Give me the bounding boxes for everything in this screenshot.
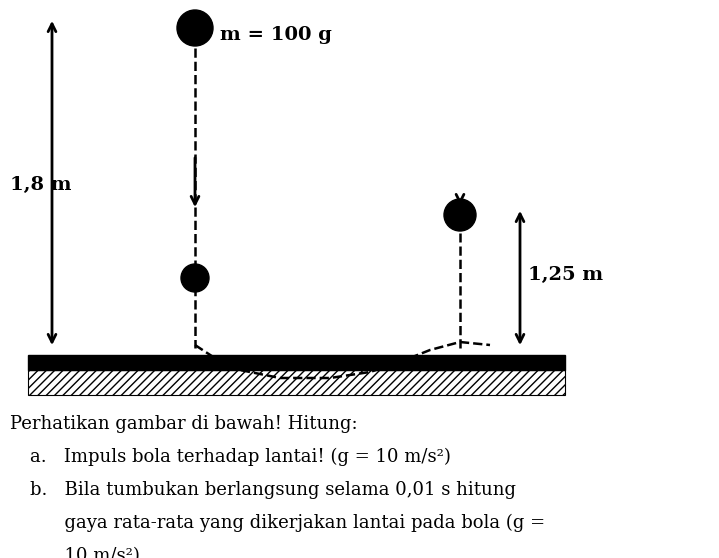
Text: gaya rata-rata yang dikerjakan lantai pada bola (g =: gaya rata-rata yang dikerjakan lantai pa… bbox=[30, 514, 545, 532]
Circle shape bbox=[444, 199, 476, 231]
Circle shape bbox=[177, 10, 213, 46]
Text: Perhatikan gambar di bawah! Hitung:: Perhatikan gambar di bawah! Hitung: bbox=[10, 415, 357, 433]
Text: b.   Bila tumbukan berlangsung selama 0,01 s hitung: b. Bila tumbukan berlangsung selama 0,01… bbox=[30, 481, 516, 499]
Text: 1,25 m: 1,25 m bbox=[528, 266, 603, 284]
Bar bbox=[28, 370, 565, 395]
Text: 10 m/s²): 10 m/s²) bbox=[30, 547, 140, 558]
Bar bbox=[28, 355, 565, 370]
Text: 1,8 m: 1,8 m bbox=[10, 176, 71, 194]
Text: a.   Impuls bola terhadap lantai! (g = 10 m/s²): a. Impuls bola terhadap lantai! (g = 10 … bbox=[30, 448, 451, 466]
Circle shape bbox=[181, 264, 209, 292]
Text: m = 100 g: m = 100 g bbox=[220, 26, 332, 44]
